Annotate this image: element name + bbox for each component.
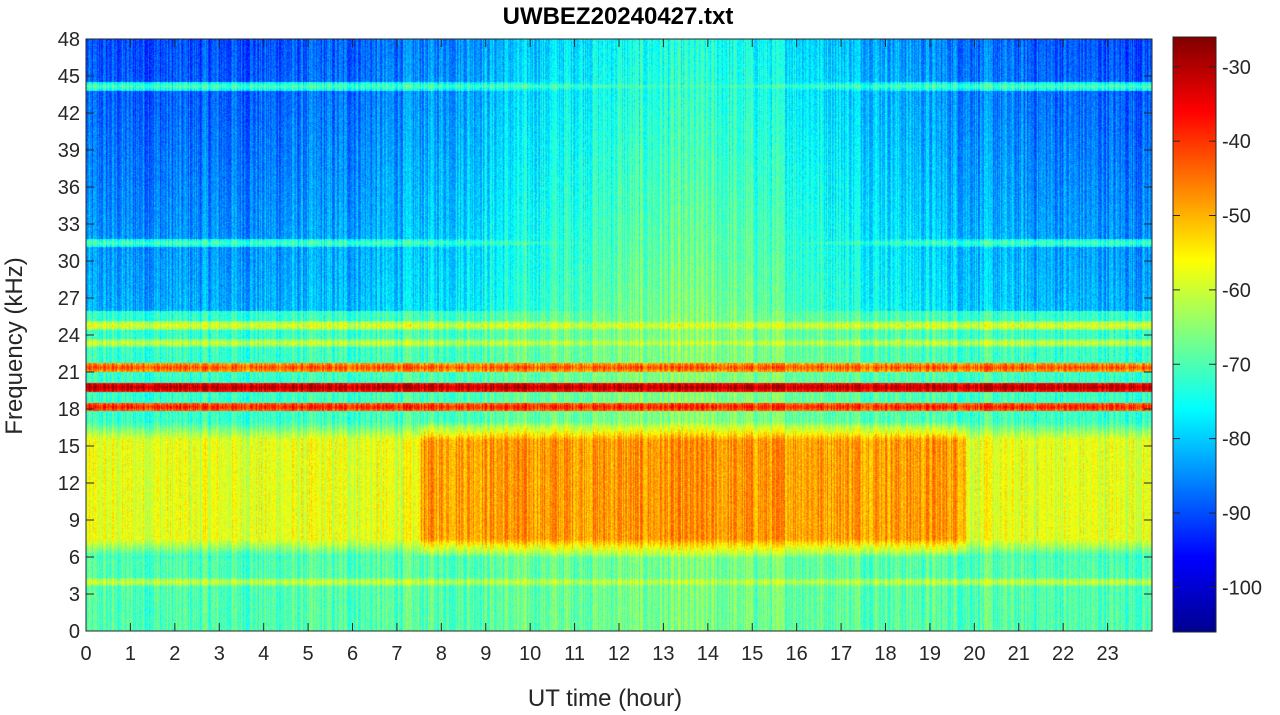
x-tick-label: 5 (303, 643, 314, 665)
x-tick-label: 18 (874, 643, 896, 665)
y-tick-label: 12 (58, 473, 80, 495)
x-tick-label: 7 (391, 643, 402, 665)
y-tick-label: 48 (58, 29, 80, 51)
x-tick-label: 9 (480, 643, 491, 665)
x-tick-label: 17 (830, 643, 852, 665)
colorbar-ticks: -30 -40 -50 -60 -70 -80 -90 -100 (1173, 57, 1262, 599)
y-tick-label: 9 (69, 510, 80, 532)
y-tick-label: 33 (58, 214, 80, 236)
x-tick-label: 23 (1096, 643, 1118, 665)
x-tick-label: 22 (1052, 643, 1074, 665)
x-tick-label: 21 (1008, 643, 1030, 665)
y-tick-label: 6 (69, 547, 80, 569)
x-tick-label: 0 (80, 643, 91, 665)
colorbar-tick-label: -70 (1222, 354, 1251, 376)
colorbar-tick-label: -40 (1222, 131, 1251, 153)
colorbar (1172, 36, 1217, 633)
y-tick-label: 45 (58, 66, 80, 88)
y-tick-label: 21 (58, 362, 80, 384)
y-tick-label: 18 (58, 399, 80, 421)
x-axis-label: UT time (hour) (528, 685, 682, 712)
y-tick-label: 0 (69, 621, 80, 643)
x-tick-label: 1 (125, 643, 136, 665)
x-tick-label: 16 (786, 643, 808, 665)
y-tick-label: 30 (58, 251, 80, 273)
colorbar-tick-label: -60 (1222, 280, 1251, 302)
colorbar-tick-label: -100 (1222, 577, 1262, 599)
colorbar-tick-label: -80 (1222, 429, 1251, 451)
y-tick-label: 36 (58, 177, 80, 199)
x-tick-label: 2 (169, 643, 180, 665)
x-tick-label: 15 (741, 643, 763, 665)
x-tick-label: 11 (564, 643, 585, 665)
y-tick-label: 39 (58, 140, 80, 162)
y-tick-label: 27 (58, 288, 80, 310)
x-tick-label: 8 (436, 643, 447, 665)
y-tick-label: 42 (58, 103, 80, 125)
x-tick-label: 14 (697, 643, 719, 665)
x-tick-label: 4 (258, 643, 269, 665)
x-tick-label: 10 (519, 643, 541, 665)
x-axis: 0 1 2 3 4 5 6 7 8 9 10 11 12 13 14 15 16 17 18 19 20 21 22 23 (80, 39, 1119, 665)
x-tick-label: 20 (963, 643, 985, 665)
colorbar-tick-label: -30 (1222, 57, 1251, 79)
heatmap-image (86, 39, 1152, 631)
x-tick-label: 12 (608, 643, 630, 665)
colorbar-tick-label: -50 (1222, 206, 1251, 228)
x-tick-label: 3 (214, 643, 225, 665)
y-tick-label: 15 (58, 436, 80, 458)
y-axis-label: Frequency (kHz) (1, 257, 28, 434)
y-tick-label: 24 (58, 325, 80, 347)
x-tick-label: 19 (919, 643, 941, 665)
chart-title: UWBEZ20240427.txt (503, 3, 734, 30)
x-tick-label: 6 (347, 643, 358, 665)
colorbar-tick-label: -90 (1222, 503, 1251, 525)
y-tick-label: 3 (69, 584, 80, 606)
x-tick-label: 13 (652, 643, 674, 665)
